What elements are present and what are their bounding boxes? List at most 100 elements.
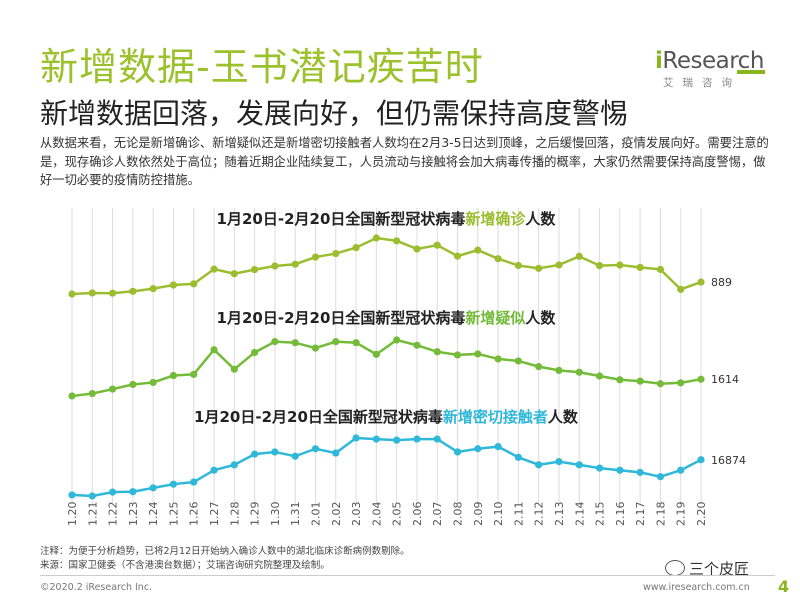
series-title: 1月20日-2月20日全国新型冠状病毒新增确诊人数 [217,210,557,228]
x-tick-label: 2.06 [411,502,424,527]
data-point [352,339,360,347]
data-point [372,435,380,443]
data-point [108,488,117,496]
x-tick-label: 1.23 [127,502,140,527]
x-tick-label: 2.02 [330,502,343,527]
data-point [129,488,137,496]
wechat-icon [665,560,685,576]
series-title-prefix: 1月20日-2月20日全国新型冠状病毒 [217,210,466,228]
x-tick-label: 1.21 [86,502,99,527]
data-point [332,449,340,457]
x-tick-label: 1.27 [208,502,221,527]
page-title: 新增数据-玉书潜记疾苦时 [40,45,484,89]
data-point [453,448,462,456]
x-tick-label: 2.17 [634,502,647,527]
data-point [169,480,178,488]
data-point [311,253,320,261]
data-point [372,350,380,358]
data-point [697,456,705,464]
data-point [251,450,259,458]
x-tick-label: 1.31 [289,502,302,527]
x-tick-label: 1.29 [249,502,262,527]
x-tick-label: 1.20 [66,502,79,527]
footer-divider [40,575,775,576]
data-point [575,368,583,376]
x-tick-label: 2.01 [309,502,322,527]
series-line [71,236,702,296]
data-point [535,461,543,469]
end-value-label: 889 [711,276,732,289]
data-point [352,243,360,252]
data-point [271,448,279,456]
data-point [230,461,238,469]
data-point [251,348,259,357]
data-point [210,346,218,354]
data-point [535,363,543,371]
series-title-suffix: 人数 [525,309,556,327]
data-point [555,458,563,466]
x-tick-label: 1.25 [167,502,180,527]
data-point [230,365,238,373]
x-tick-label: 2.10 [492,501,505,526]
x-tick-label: 1.24 [147,502,160,527]
x-tick-label: 1.26 [188,502,201,527]
x-tick-label: 2.05 [391,502,404,527]
data-point [413,435,421,443]
series-title-highlight: 新增密切接触者 [443,408,548,426]
series-line [71,338,702,398]
data-point [677,379,685,387]
data-point [514,261,522,270]
series-title: 1月20日-2月20日全国新型冠状病毒新增密切接触者人数 [194,408,579,426]
x-tick-label: 2.18 [654,502,667,527]
data-point [129,380,137,389]
website-url: www.iresearch.com.cn [643,582,750,593]
data-point [697,278,705,286]
data-point [616,376,624,384]
data-point [68,392,76,400]
x-tick-label: 2.16 [614,502,627,527]
data-point [555,261,563,269]
series-title-prefix: 1月20日-2月20日全国新型冠状病毒 [217,309,466,327]
brand-logo-block: iResearch 艾瑞咨询 [655,48,765,90]
data-point [656,265,665,274]
data-point [210,265,218,273]
data-point [514,357,522,365]
data-point [149,285,157,293]
x-tick-label: 2.08 [452,502,465,527]
data-point [271,262,279,270]
data-point [393,336,401,344]
data-point [291,452,299,460]
data-point [190,478,198,486]
footnote-source: 来源：国家卫健委（不含港澳台数据）；艾瑞咨询研究院整理及绘制。 [40,560,330,571]
data-point [332,338,340,346]
data-point [636,377,644,385]
summary-paragraph: 从数据来看，无论是新增确诊、新增疑似还是新增密切接触者人数均在2月3-5日达到顶… [40,136,769,187]
data-point [230,270,238,278]
data-point [108,385,117,393]
data-point [68,491,76,499]
data-point [149,378,157,387]
data-point [514,453,522,461]
data-point [656,380,665,388]
data-point [251,266,259,274]
x-tick-label: 2.14 [573,502,586,527]
data-point [595,464,604,472]
data-point [352,434,360,442]
data-point [88,389,96,398]
series-title-highlight: 新增疑似 [465,309,525,327]
page-number: 4 [778,577,790,596]
data-point [474,350,482,358]
logo-accent-bar [737,70,765,74]
x-tick-label: 1.28 [228,502,241,527]
data-point [393,436,401,444]
x-tick-label: 2.11 [512,502,525,527]
data-point [210,466,218,474]
series-title: 1月20日-2月20日全国新型冠状病毒新增疑似人数 [217,309,557,327]
data-point [88,289,96,297]
series-title-suffix: 人数 [548,408,579,426]
data-point [433,241,441,249]
data-point [393,237,401,245]
data-point [68,290,76,298]
page-subtitle: 新增数据回落，发展向好，但仍需保持高度警惕 [40,97,629,130]
x-tick-label: 2.13 [553,502,566,527]
